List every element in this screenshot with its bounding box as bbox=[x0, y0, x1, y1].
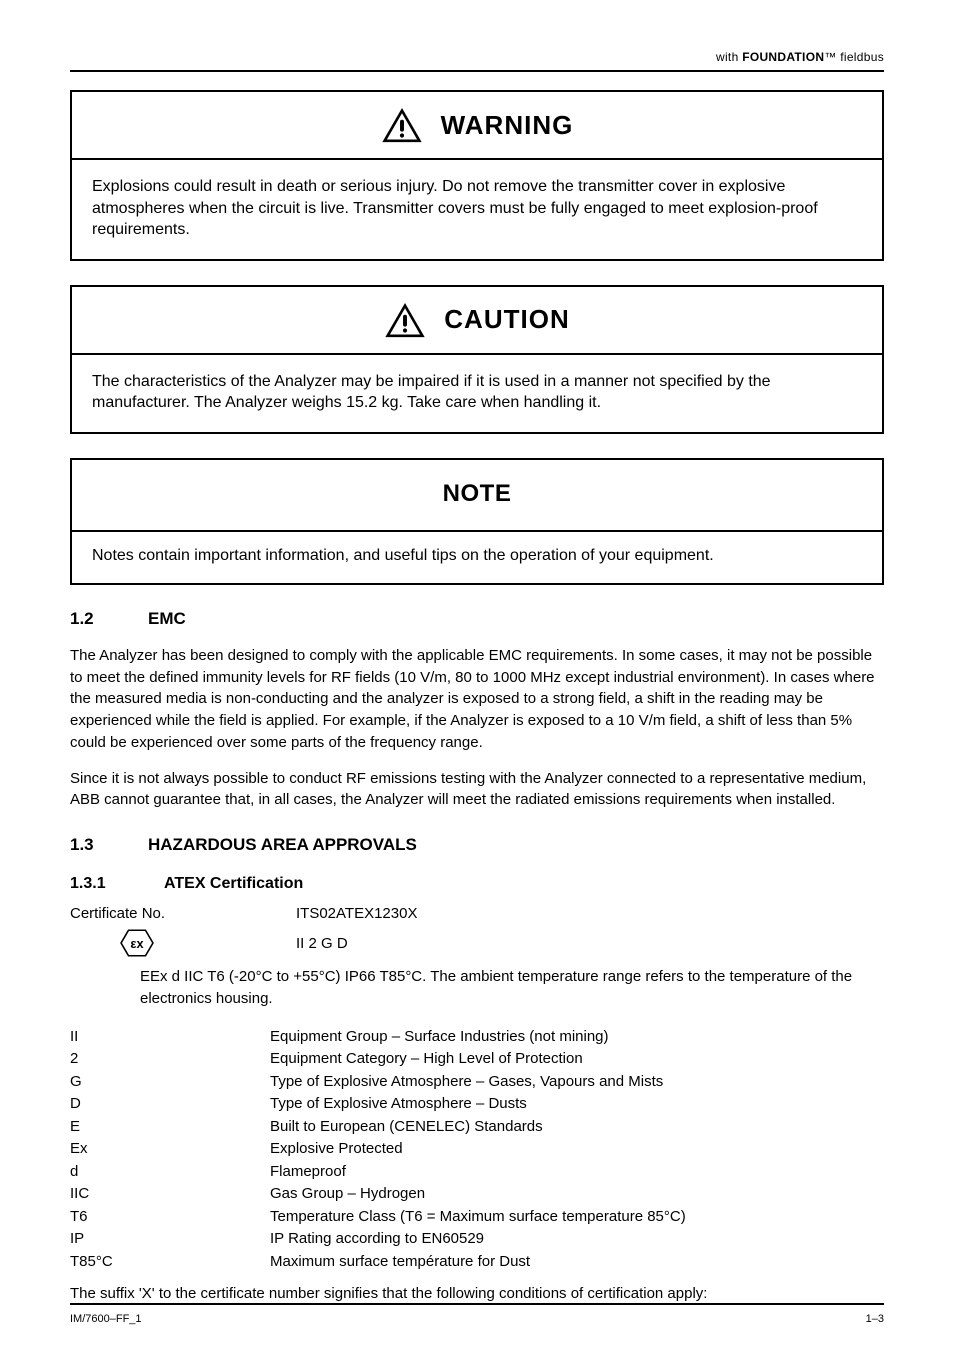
cert-row-value: Built to European (CENELEC) Standards bbox=[270, 1116, 884, 1139]
emc-paragraph-1: The Analyzer has been designed to comply… bbox=[70, 645, 884, 754]
footer-line: IM/7600–FF_1 1–3 bbox=[70, 1313, 884, 1325]
emc-heading-title: EMC bbox=[148, 609, 186, 629]
cert-row-value: Type of Explosive Atmosphere – Gases, Va… bbox=[270, 1071, 884, 1094]
emc-paragraph-2: Since it is not always possible to condu… bbox=[70, 768, 884, 812]
note-body-text: Notes contain important information, and… bbox=[92, 546, 862, 567]
note-box: NOTE Notes contain important information… bbox=[70, 458, 884, 585]
atex-heading-title: ATEX Certification bbox=[164, 875, 303, 893]
caution-header: CAUTION bbox=[72, 287, 882, 355]
note-body: Notes contain important information, and… bbox=[72, 532, 882, 583]
hazardous-heading-num: 1.3 bbox=[70, 835, 120, 855]
emc-heading-num: 1.2 bbox=[70, 609, 120, 629]
cert-ex-text: EEx d IIC T6 (-20°C to +55°C) IP66 T85°C… bbox=[140, 968, 430, 985]
cert-x-note: The suffix 'X' to the certificate number… bbox=[70, 1283, 884, 1305]
caution-title: CAUTION bbox=[444, 304, 569, 335]
header-prefix: with bbox=[716, 50, 742, 64]
hazardous-heading-title: HAZARDOUS AREA APPROVALS bbox=[148, 835, 417, 855]
cert-row-key: D bbox=[70, 1093, 270, 1116]
cert-row: 2Equipment Category – High Level of Prot… bbox=[70, 1048, 884, 1071]
cert-row-key: II bbox=[70, 1026, 270, 1049]
footer-rule bbox=[70, 1303, 884, 1305]
section-emc: 1.2 EMC The Analyzer has been designed t… bbox=[70, 609, 884, 811]
atex-heading-num: 1.3.1 bbox=[70, 875, 120, 893]
caution-triangle-icon bbox=[384, 299, 426, 341]
cert-row-value: Type of Explosive Atmosphere – Dusts bbox=[270, 1093, 884, 1116]
page-footer: IM/7600–FF_1 1–3 bbox=[70, 1303, 884, 1325]
emc-heading: 1.2 EMC bbox=[70, 609, 884, 629]
cert-table: IIEquipment Group – Surface Industries (… bbox=[70, 1026, 884, 1274]
cert-row: IIEquipment Group – Surface Industries (… bbox=[70, 1026, 884, 1049]
cert-row-value: Maximum surface température for Dust bbox=[270, 1251, 884, 1274]
cert-row: DType of Explosive Atmosphere – Dusts bbox=[70, 1093, 884, 1116]
caution-body-text: The characteristics of the Analyzer may … bbox=[92, 371, 862, 414]
cert-line-marking: εx II 2 G D bbox=[70, 926, 884, 960]
cert-row-value: Explosive Protected bbox=[270, 1138, 884, 1161]
cert-row: IPIP Rating according to EN60529 bbox=[70, 1228, 884, 1251]
header-suffix: ™ fieldbus bbox=[824, 50, 884, 64]
cert-row: IICGas Group – Hydrogen bbox=[70, 1183, 884, 1206]
cert-row: dFlameproof bbox=[70, 1161, 884, 1184]
warning-title: WARNING bbox=[441, 110, 574, 141]
note-header: NOTE bbox=[72, 460, 882, 532]
cert-row-key: T85°C bbox=[70, 1251, 270, 1274]
note-title: NOTE bbox=[443, 480, 512, 507]
cert-row-value: Equipment Category – High Level of Prote… bbox=[270, 1048, 884, 1071]
cert-row-key: Ex bbox=[70, 1138, 270, 1161]
cert-ex-line: EEx d IIC T6 (-20°C to +55°C) IP66 T85°C… bbox=[140, 966, 884, 1010]
cert-row: ExExplosive Protected bbox=[70, 1138, 884, 1161]
warning-body: Explosions could result in death or seri… bbox=[72, 160, 882, 259]
cert-no-label: Certificate No. bbox=[70, 905, 165, 922]
warning-header: WARNING bbox=[72, 92, 882, 160]
cert-row-key: IP bbox=[70, 1228, 270, 1251]
footer-left: IM/7600–FF_1 bbox=[70, 1313, 142, 1325]
cert-row-value: Flameproof bbox=[270, 1161, 884, 1184]
warning-box: WARNING Explosions could result in death… bbox=[70, 90, 884, 261]
cert-row-key: IIC bbox=[70, 1183, 270, 1206]
cert-no-value: ITS02ATEX1230X bbox=[296, 905, 417, 922]
caution-box: CAUTION The characteristics of the Analy… bbox=[70, 285, 884, 434]
cert-line-certno: Certificate No. ITS02ATEX1230X bbox=[70, 905, 884, 922]
warning-triangle-icon bbox=[381, 104, 423, 146]
cert-row-value: Temperature Class (T6 = Maximum surface … bbox=[270, 1206, 884, 1229]
section-hazardous: 1.3 HAZARDOUS AREA APPROVALS 1.3.1 ATEX … bbox=[70, 835, 884, 1305]
header-bold: FOUNDATION bbox=[742, 50, 824, 64]
page-header: with FOUNDATION™ fieldbus bbox=[70, 50, 884, 64]
footer-right: 1–3 bbox=[866, 1313, 884, 1325]
cert-row-key: T6 bbox=[70, 1206, 270, 1229]
caution-body: The characteristics of the Analyzer may … bbox=[72, 355, 882, 432]
cert-row-key: G bbox=[70, 1071, 270, 1094]
svg-text:εx: εx bbox=[130, 936, 143, 951]
cert-row-key: d bbox=[70, 1161, 270, 1184]
atex-heading: 1.3.1 ATEX Certification bbox=[70, 875, 884, 893]
cert-row-value: Gas Group – Hydrogen bbox=[270, 1183, 884, 1206]
cert-marking: II 2 G D bbox=[296, 935, 348, 952]
cert-row: T6Temperature Class (T6 = Maximum surfac… bbox=[70, 1206, 884, 1229]
header-rule bbox=[70, 70, 884, 72]
cert-row: GType of Explosive Atmosphere – Gases, V… bbox=[70, 1071, 884, 1094]
hazardous-heading: 1.3 HAZARDOUS AREA APPROVALS bbox=[70, 835, 884, 855]
cert-row: EBuilt to European (CENELEC) Standards bbox=[70, 1116, 884, 1139]
cert-row: T85°CMaximum surface température for Dus… bbox=[70, 1251, 884, 1274]
cert-row-value: Equipment Group – Surface Industries (no… bbox=[270, 1026, 884, 1049]
cert-row-value: IP Rating according to EN60529 bbox=[270, 1228, 884, 1251]
cert-row-key: 2 bbox=[70, 1048, 270, 1071]
ex-hexagon-icon: εx bbox=[120, 926, 154, 960]
cert-row-key: E bbox=[70, 1116, 270, 1139]
warning-body-text: Explosions could result in death or seri… bbox=[92, 176, 862, 241]
